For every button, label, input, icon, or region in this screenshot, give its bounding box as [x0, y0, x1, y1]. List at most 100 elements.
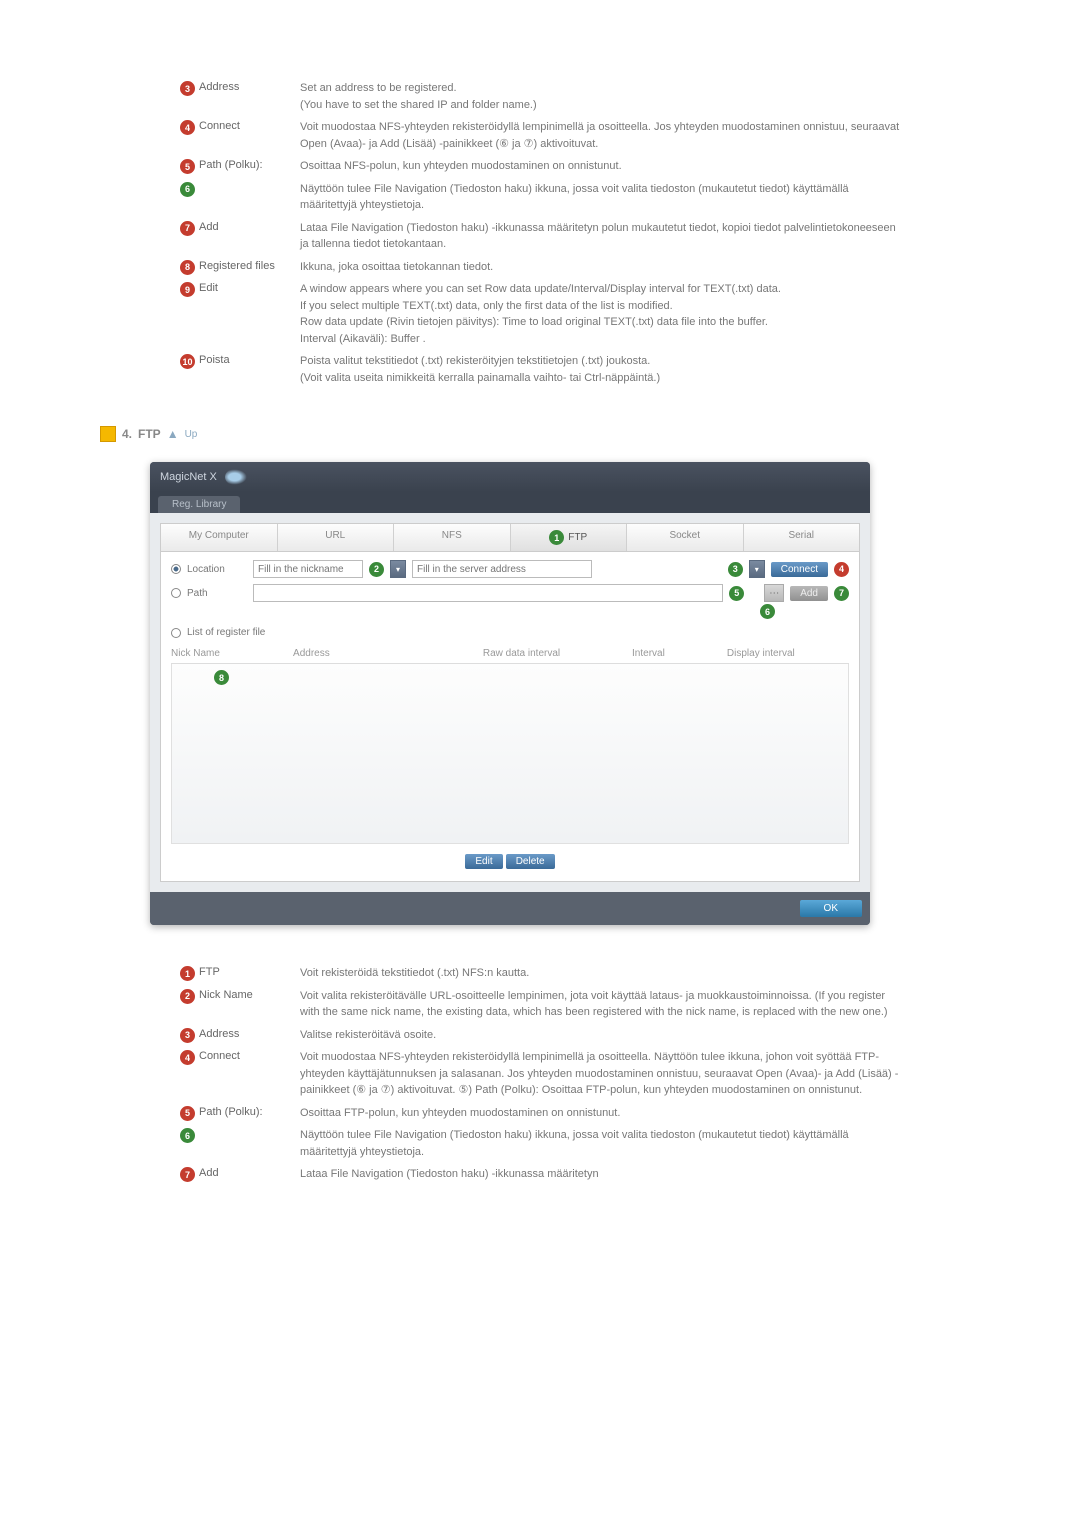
definition-label-text: Connect	[199, 120, 240, 132]
list-section: List of register file Nick NameAddressRa…	[171, 627, 849, 873]
section-number: 4.	[122, 427, 132, 441]
list-label: List of register file	[187, 627, 265, 638]
definition-row: 2 Nick Name Voit valita rekisteröitävälle …	[180, 988, 900, 1021]
list-column-header: Display interval	[727, 648, 849, 659]
protocol-tab-nfs[interactable]: NFS	[394, 524, 511, 551]
nickname-dropdown-icon[interactable]: ▾	[390, 560, 406, 578]
up-link[interactable]: Up	[185, 429, 198, 440]
list-radio	[171, 628, 181, 638]
path-label: Path	[187, 588, 247, 599]
number-badge: 2	[180, 989, 195, 1004]
path-row: Path 5 ⋯ Add 7	[171, 584, 849, 602]
definition-label: 6	[180, 181, 300, 197]
protocol-tab-serial[interactable]: Serial	[744, 524, 860, 551]
definition-desc: Poista valitut tekstitiedot (.txt) rekis…	[300, 353, 900, 386]
definition-label-text: Path (Polku):	[199, 159, 263, 171]
overlay-badge-6: 6	[760, 604, 775, 619]
definition-row: 7AddLataa File Navigation (Tiedoston hak…	[180, 220, 900, 253]
definition-label: 3 Address	[180, 80, 300, 96]
app-body: My Computer URL NFS1FTP Socket Serial Locati…	[150, 513, 870, 892]
app-title: MagicNet X	[160, 471, 217, 483]
definition-desc: Osoittaa NFS-polun, kun yhteyden muodost…	[300, 158, 900, 175]
connect-button[interactable]: Connect	[771, 562, 828, 577]
number-badge: 6	[180, 1128, 195, 1143]
protocol-tab-socket[interactable]: Socket	[627, 524, 744, 551]
path-input[interactable]	[253, 584, 723, 602]
definition-label: 10Poista	[180, 353, 300, 369]
definition-row: 10PoistaPoista valitut tekstitiedot (.tx…	[180, 353, 900, 386]
definition-label: 9Edit	[180, 281, 300, 297]
delete-button[interactable]: Delete	[506, 854, 555, 869]
list-column-header: Interval	[632, 648, 727, 659]
definition-row: 9EditA window appears where you can set …	[180, 281, 900, 347]
number-badge: 9	[180, 282, 195, 297]
overlay-badge-7: 7	[834, 586, 849, 601]
number-badge: 5	[180, 1106, 195, 1121]
definition-row: 4ConnectVoit muodostaa NFS-yhteyden reki…	[180, 1049, 900, 1099]
definition-desc: Lataa File Navigation (Tiedoston haku) -…	[300, 220, 900, 253]
number-badge: 3	[180, 81, 195, 96]
tab-reg-library[interactable]: Reg. Library	[158, 496, 240, 513]
section-4-header: 4. FTP ▲ Up	[100, 426, 900, 442]
definition-desc: Voit valita rekisteröitävälle URL-osoitt…	[300, 988, 900, 1021]
definition-desc: Näyttöön tulee File Navigation (Tiedosto…	[300, 1127, 900, 1160]
definition-desc: Ikkuna, joka osoittaa tietokannan tiedot…	[300, 259, 900, 276]
definition-label-text: Address	[199, 1028, 239, 1040]
definition-label: 2 Nick Name	[180, 988, 300, 1004]
definition-label-text: Path (Polku):	[199, 1106, 263, 1118]
section-title: FTP	[138, 427, 161, 441]
definition-label: 3 Address	[180, 1027, 300, 1043]
list-column-header: Address	[293, 648, 483, 659]
location-radio[interactable]	[171, 564, 181, 574]
open-button-icon[interactable]: ⋯	[764, 584, 784, 602]
overlay-badge-4: 4	[834, 562, 849, 577]
definition-row: 6Näyttöön tulee File Navigation (Tiedost…	[180, 181, 900, 214]
address-dropdown-icon[interactable]: ▾	[749, 560, 765, 578]
nickname-input[interactable]	[253, 560, 363, 578]
ok-button[interactable]: OK	[800, 900, 862, 917]
number-badge: 5	[180, 159, 195, 174]
app-tabstrip: Reg. Library	[150, 492, 870, 513]
number-badge: 10	[180, 354, 195, 369]
definition-label-text: FTP	[199, 966, 220, 978]
definition-row: 4 Connect Voit muodostaa NFS-yhteyden reki…	[180, 119, 900, 152]
add-button[interactable]: Add	[790, 586, 828, 601]
number-badge: 4	[180, 120, 195, 135]
definition-label-text: Add	[199, 1167, 219, 1179]
definition-label-text: Address	[199, 81, 239, 93]
overlay-badge-3: 3	[728, 562, 743, 577]
protocol-tab-my-computer[interactable]: My Computer	[161, 524, 278, 551]
number-badge: 1	[180, 966, 195, 981]
protocol-tab-url[interactable]: URL	[278, 524, 395, 551]
path-radio[interactable]	[171, 588, 181, 598]
definition-desc: Valitse rekisteröitävä osoite.	[300, 1027, 900, 1044]
definition-label: 5 Path (Polku):	[180, 158, 300, 174]
app-window: MagicNet X Reg. Library My Computer URL NF…	[150, 462, 870, 925]
bottom-definitions: 1FTPVoit rekisteröidä tekstitiedot (.txt…	[180, 965, 900, 1183]
definition-desc: Voit muodostaa NFS-yhteyden rekisteröidy…	[300, 119, 900, 152]
overlay-badge-5: 5	[729, 586, 744, 601]
protocol-tab-label: URL	[325, 530, 345, 541]
definition-row: 3 Address Valitse rekisteröitävä osoite.	[180, 1027, 900, 1044]
protocol-tab-label: Socket	[669, 530, 700, 541]
definition-label-text: Nick Name	[199, 989, 253, 1001]
definition-desc: Näyttöön tulee File Navigation (Tiedosto…	[300, 181, 900, 214]
address-input[interactable]	[412, 560, 592, 578]
definition-label-text: Registered files	[199, 260, 275, 272]
number-badge: 3	[180, 1028, 195, 1043]
definition-row: 5Path (Polku):Osoittaa FTP-polun, kun yh…	[180, 1105, 900, 1122]
definition-desc: Set an address to be registered. (You ha…	[300, 80, 900, 113]
definition-row: 6 Näyttöön tulee File Navigation (Tiedost…	[180, 1127, 900, 1160]
form-area: Location 2 ▾ 3 ▾ Connect 4 Path 5 ⋯ Add …	[160, 552, 860, 882]
number-badge: 7	[180, 221, 195, 236]
protocol-tab-ftp[interactable]: 1FTP	[511, 524, 628, 551]
protocol-tab-label: Serial	[788, 530, 814, 541]
list-body: 8	[171, 664, 849, 844]
overlay-badge-2: 2	[369, 562, 384, 577]
list-label-row: List of register file	[171, 627, 849, 638]
edit-button[interactable]: Edit	[465, 854, 502, 869]
definition-label: 7Add	[180, 220, 300, 236]
ok-bar: OK	[150, 892, 870, 925]
definition-row: 3 Address Set an address to be registered.…	[180, 80, 900, 113]
definition-desc: Lataa File Navigation (Tiedoston haku) -…	[300, 1166, 900, 1183]
